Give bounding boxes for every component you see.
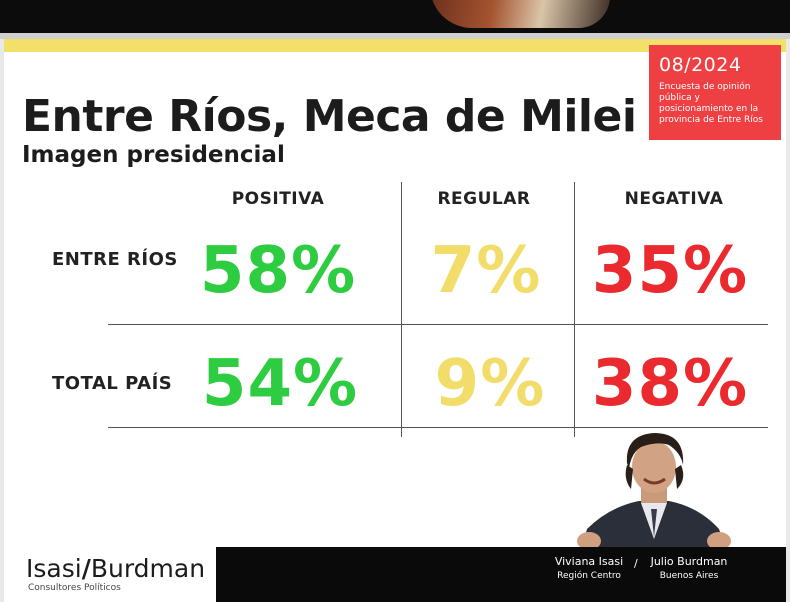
col-header-negativa: NEGATIVA: [624, 189, 724, 209]
grid-line-horizontal-2: [108, 427, 768, 428]
grid-line-vertical-2: [574, 182, 575, 437]
value-entre-rios-regular: 7%: [430, 234, 542, 308]
page-subtitle: Imagen presidencial: [22, 142, 285, 168]
author-1: Viviana Isasi Región Centro: [544, 555, 634, 581]
author-1-name: Viviana Isasi: [554, 555, 624, 568]
survey-date: 08/2024: [659, 54, 742, 76]
survey-description: Encuesta de opinión pública y posicionam…: [659, 82, 763, 125]
author-2-place: Buenos Aires: [659, 571, 719, 581]
logo-slash: /: [81, 554, 91, 583]
value-entre-rios-positiva: 58%: [199, 234, 357, 308]
yellow-accent-bar: [4, 39, 786, 52]
author-1-place: Región Centro: [557, 571, 621, 581]
slide-gap: [0, 33, 790, 39]
author-2: Julio Burdman Buenos Aires: [644, 555, 734, 581]
row-label-total-pais: TOTAL PAÍS: [52, 373, 173, 394]
logo-subtitle: Consultores Políticos: [28, 583, 121, 593]
value-total-pais-negativa: 38%: [591, 347, 749, 421]
author-2-name: Julio Burdman: [650, 555, 728, 568]
logo-right: Burdman: [90, 554, 206, 583]
grid-line-vertical-1: [401, 182, 402, 437]
row-label-entre-rios: ENTRE RÍOS: [52, 249, 178, 270]
value-total-pais-positiva: 54%: [201, 347, 359, 421]
author-separator: /: [634, 557, 638, 570]
grid-line-horizontal-1: [108, 324, 768, 325]
top-photo-strip: [0, 0, 790, 33]
col-header-regular: REGULAR: [437, 189, 531, 209]
cropped-photo: [430, 0, 610, 28]
col-header-positiva: POSITIVA: [231, 189, 325, 209]
footer-bar: [216, 547, 786, 602]
value-entre-rios-negativa: 35%: [591, 234, 749, 308]
survey-slide: 08/2024 Encuesta de opinión pública y po…: [4, 39, 786, 602]
brand-logo: Isasi/Burdman: [26, 554, 205, 583]
logo-left: Isasi: [26, 554, 82, 583]
date-box: 08/2024 Encuesta de opinión pública y po…: [649, 45, 781, 140]
value-total-pais-regular: 9%: [434, 347, 546, 421]
presenter-photo: [577, 433, 731, 559]
page-title: Entre Ríos, Meca de Milei: [22, 91, 637, 142]
